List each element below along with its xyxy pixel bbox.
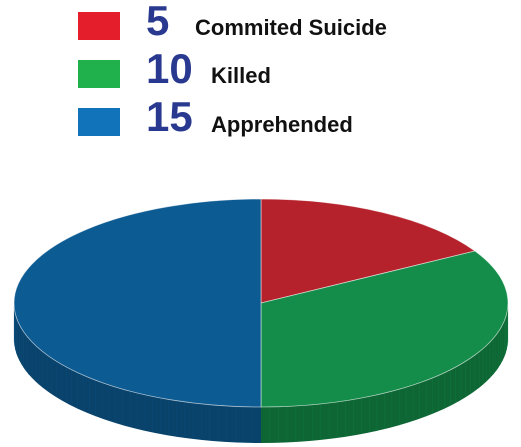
pie-slice-commited-suicide [260,198,476,304]
legend-swatch-apprehended [78,108,120,136]
pie-side-apprehended [14,303,261,443]
legend-label-apprehended: Apprehended [211,112,353,137]
legend-item-commited-suicide: 5 Commited Suicide [78,0,478,58]
pie-side-killed [261,303,508,443]
legend-item-apprehended: 15 Apprehended [78,96,478,158]
chart-legend: 5 Commited Suicide 10 Killed 15 Apprehen… [78,0,478,158]
legend-label-killed: Killed [211,63,271,88]
pie-slice-apprehended [13,198,262,408]
legend-item-killed: 10 Killed [78,48,478,110]
legend-swatch-commited-suicide [78,12,120,40]
legend-value-apprehended: 15 [146,93,193,140]
legend-swatch-killed [78,60,120,88]
pie-slice-killed [260,250,509,408]
legend-value-killed: 10 [146,45,193,92]
legend-label-commited-suicide: Commited Suicide [195,15,387,40]
legend-value-commited-suicide: 5 [146,0,170,44]
